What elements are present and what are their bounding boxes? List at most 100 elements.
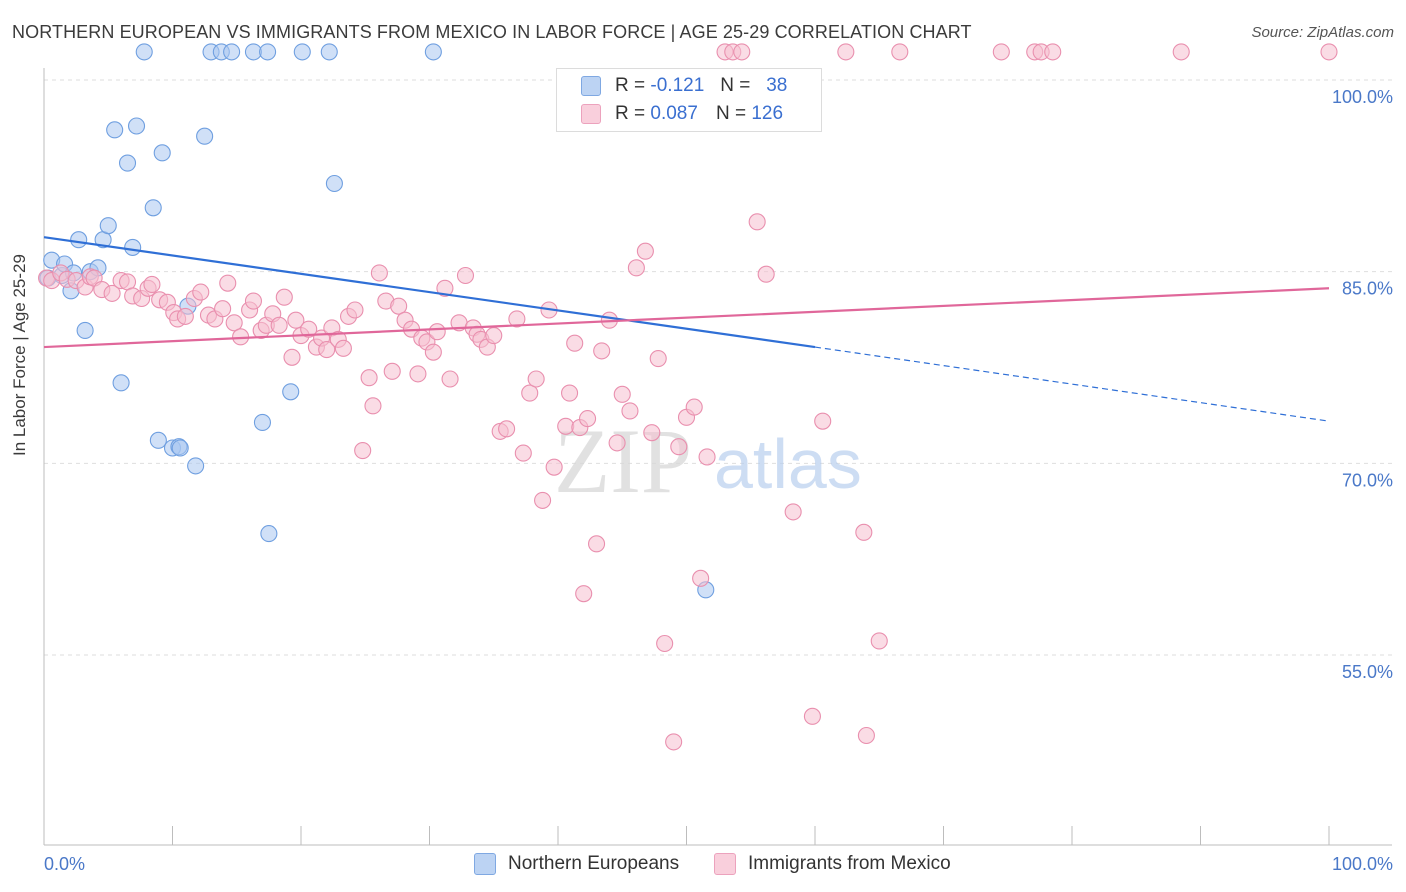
immigrants-mexico-point [587,535,606,553]
bottom-legend-swatch-pink [714,853,736,875]
immigrants-mexico-point [176,307,194,325]
northern-europeans-point [112,374,130,392]
immigrants-mexico-point [428,323,446,341]
northern-europeans-point [149,431,167,449]
immigrants-mexico-point [225,314,243,332]
northern-europeans-point [118,154,137,172]
immigrants-mexico-point [143,275,161,293]
x-tick-label-right: 100.0% [1332,854,1393,874]
immigrants-mexico-point [390,297,408,315]
immigrants-mexico-point [545,458,563,476]
legend-row-immigrants-mexico: R = 0.087 N = 126 [581,103,783,125]
x-tick-label-left: 0.0% [44,854,85,874]
watermark-atlas: atlas [714,425,862,503]
immigrants-mexico-point [360,369,378,387]
immigrants-mexico-point [244,292,263,310]
immigrants-mexico-point [636,242,654,260]
legend-swatch-blue [581,76,601,96]
immigrants-mexico-point [649,350,667,368]
n-value-1: 38 [766,75,788,96]
legend-row-northern-europeans: R = -0.121 N = 38 [581,75,787,97]
immigrants-mexico-point [566,334,584,352]
r-value-1: -0.121 [650,75,705,96]
northern-europeans-point [124,238,142,256]
immigrants-mexico-point [1172,43,1190,61]
immigrants-mexico-point [992,43,1010,61]
northern-europeans-point [424,43,442,61]
immigrants-mexico-point [656,634,674,653]
immigrants-mexico-point [857,726,875,745]
immigrants-mexico-point [621,402,639,420]
immigrants-mexico-point [534,491,552,509]
northern-europeans-point [293,43,311,61]
immigrants-mexico-point [498,420,516,438]
immigrants-mexico-point [757,265,775,283]
northern-europeans-point [76,321,94,339]
bottom-legend-northern-europeans: Northern Europeans [474,851,679,877]
chart-title: NORTHERN EUROPEAN VS IMMIGRANTS FROM MEX… [12,22,972,42]
y-tick-label: 85.0% [1342,279,1393,299]
immigrants-mexico-point [318,341,336,359]
immigrants-mexico-point [219,274,237,292]
immigrants-mexico-point [579,410,597,428]
immigrants-mexico-point [784,503,802,521]
northern-europeans-point [253,413,272,431]
immigrants-mexico-point [300,320,318,338]
northern-europeans-point [153,144,171,162]
immigrants-mexico-point [613,385,631,403]
northern-europeans-point [223,43,241,61]
immigrants-mexico-point [665,733,683,751]
y-tick-label: 100.0% [1332,87,1393,107]
immigrants-mexico-point [287,311,305,329]
immigrants-mexico-point [103,284,121,302]
y-tick-label: 55.0% [1342,662,1393,682]
bottom-legend-label-1: Northern Europeans [508,853,680,874]
immigrants-mexico-point [214,300,232,318]
northern-europeans-point [320,43,338,61]
northern-europeans-point [260,525,278,543]
immigrants-mexico-point [870,632,888,650]
immigrants-mexico-trend [43,287,1330,349]
immigrants-mexico-point [1044,43,1062,61]
immigrants-mexico-point [733,43,751,61]
immigrants-mexico-point [855,523,873,541]
trend-lines [43,236,1330,422]
legend-swatch-pink [581,104,601,124]
n-label: N = [720,75,751,96]
immigrants-mexico-point [748,213,766,231]
source-credit: Source: ZipAtlas.com [1251,24,1394,41]
tick-labels: 100.0% 85.0% 70.0% 55.0% 0.0% 100.0% [44,87,1393,874]
immigrants-mexico-point [837,43,855,61]
bottom-legend-immigrants-mexico: Immigrants from Mexico [714,851,951,877]
immigrants-mexico-point [270,316,288,334]
bottom-legend-swatch-blue [474,853,496,875]
immigrants-mexico-point [508,310,526,328]
immigrants-mexico-point [685,398,703,416]
immigrants-mexico-point [643,424,661,442]
immigrants-mexico-point [283,348,301,366]
northern-europeans-point [259,43,277,61]
n-value-2: 126 [751,103,784,124]
immigrants-mexico-point [192,283,210,301]
northern-europeans-point [70,231,88,249]
immigrants-mexico-point [514,444,532,462]
northern-europeans-point [135,43,153,61]
immigrants-mexico-point [383,362,401,380]
immigrants-mexico-point [409,365,427,383]
data-points [38,43,1338,751]
immigrants-mexico-point [561,384,579,402]
northern-europeans-point [144,199,162,217]
northern-europeans-point [196,127,214,145]
grid-lines [44,79,1392,656]
northern-europeans-point [171,439,189,457]
immigrants-mexico-point [441,370,459,388]
immigrants-mexico-point [557,417,575,435]
immigrants-mexico-point [354,442,372,460]
immigrants-mexico-point [456,266,475,285]
r-label: R = [615,103,646,124]
northern-europeans-point [187,457,205,475]
immigrants-mexico-point [485,327,503,345]
stats-legend: R = -0.121 N = 38 R = 0.087 N = 126 [556,68,822,132]
immigrants-mexico-point [803,707,821,725]
northern-europeans-trend-dashed [814,346,1330,422]
